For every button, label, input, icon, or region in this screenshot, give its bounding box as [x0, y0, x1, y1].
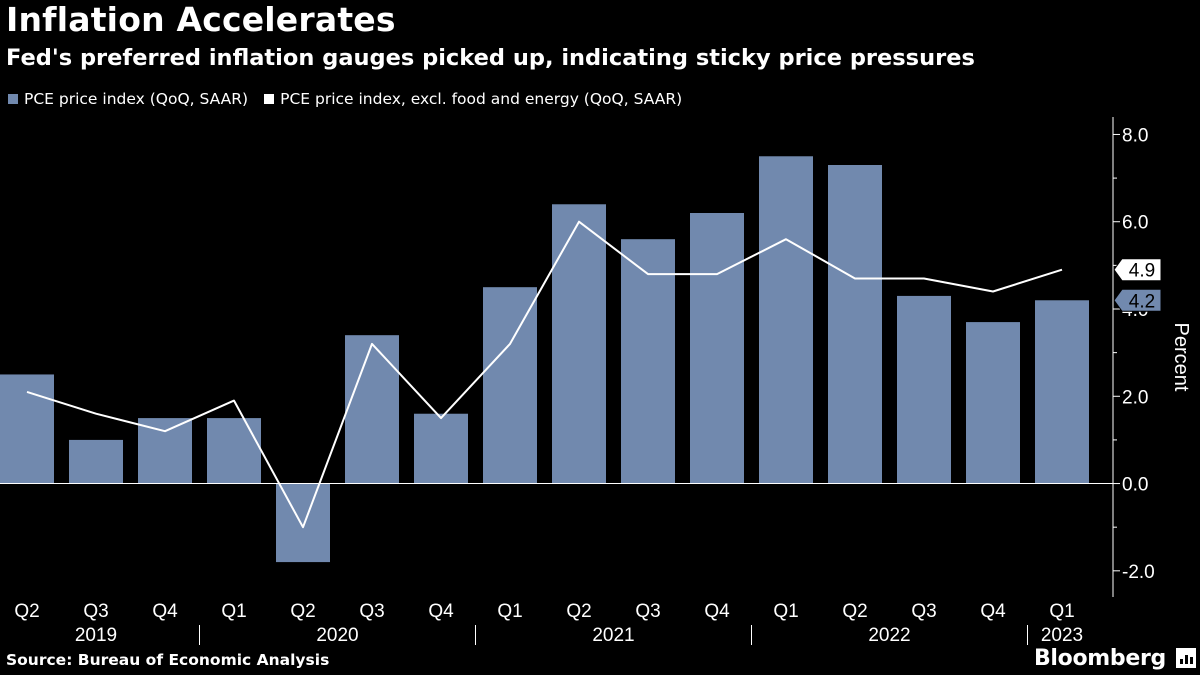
bar-pce-3 [207, 418, 261, 484]
legend-item-core-pce: PCE price index, excl. food and energy (… [264, 90, 682, 108]
callout-core-pce: 4.9 [1129, 261, 1155, 282]
year-label-2019: 2019 [75, 625, 117, 646]
x-tick-label-4: Q2 [290, 601, 315, 622]
line-core-pce [26, 220, 1063, 529]
bar-pce-5 [345, 335, 399, 484]
y-tick-label-0: -2.0 [1122, 562, 1155, 583]
x-tick-label-6: Q4 [428, 601, 454, 622]
x-tick-label-0: Q2 [14, 601, 39, 622]
x-tick-label-15: Q1 [1049, 601, 1074, 622]
source-note: Source: Bureau of Economic Analysis [6, 651, 330, 669]
bar-pce-0 [0, 374, 54, 484]
bar-pce-8 [552, 204, 606, 484]
x-tick-label-2: Q4 [152, 601, 178, 622]
legend: PCE price index (QoQ, SAAR) PCE price in… [8, 90, 698, 108]
bar-pce-12 [828, 165, 882, 484]
bloomberg-logo: Bloomberg [1033, 646, 1166, 671]
bar-pce-13 [897, 295, 951, 484]
year-label-2021: 2021 [592, 625, 634, 646]
chart-title: Inflation Accelerates [6, 0, 396, 39]
x-tick-label-5: Q3 [359, 601, 384, 622]
callout-pce-box [1113, 288, 1162, 312]
x-tick-label-8: Q2 [566, 601, 591, 622]
y-tick-label-1: 0.0 [1122, 475, 1148, 496]
legend-label-pce: PCE price index (QoQ, SAAR) [24, 90, 249, 108]
bar-pce-15 [1035, 300, 1089, 484]
bar-pce-10 [690, 213, 744, 484]
bar-pce-2 [138, 418, 192, 484]
year-label-2022: 2022 [868, 625, 910, 646]
callout-pce: 4.2 [1129, 291, 1155, 312]
x-tick-label-12: Q2 [842, 601, 867, 622]
x-tick-label-14: Q4 [980, 601, 1006, 622]
x-tick-label-10: Q4 [704, 601, 730, 622]
legend-swatch-bar [8, 94, 18, 104]
x-tick-label-1: Q3 [83, 601, 108, 622]
legend-label-core-pce: PCE price index, excl. food and energy (… [280, 90, 683, 108]
x-tick-label-9: Q3 [635, 601, 660, 622]
y-axis-title: Percent [1170, 323, 1192, 392]
bar-pce-1 [69, 439, 123, 484]
legend-item-pce: PCE price index (QoQ, SAAR) [8, 90, 248, 108]
year-label-2020: 2020 [316, 625, 358, 646]
bar-pce-6 [414, 413, 468, 484]
bar-pce-11 [759, 156, 813, 484]
chart-subtitle: Fed's preferred inflation gauges picked … [6, 45, 975, 71]
bar-pce-4 [276, 483, 330, 563]
legend-swatch-line [264, 94, 275, 104]
year-label-2023: 2023 [1041, 625, 1083, 646]
x-tick-label-3: Q1 [221, 601, 246, 622]
x-tick-label-13: Q3 [911, 601, 936, 622]
callout-core-pce-box [1113, 258, 1162, 282]
bar-pce-7 [483, 287, 537, 484]
bar-chart-icon [1176, 648, 1196, 668]
bar-pce-9 [621, 239, 675, 484]
y-tick-label-2: 2.0 [1122, 387, 1148, 408]
x-tick-label-7: Q1 [497, 601, 522, 622]
bar-pce-14 [966, 322, 1020, 484]
x-tick-label-11: Q1 [773, 601, 798, 622]
y-tick-label-5: 8.0 [1122, 125, 1148, 146]
y-tick-label-4: 6.0 [1122, 213, 1148, 234]
